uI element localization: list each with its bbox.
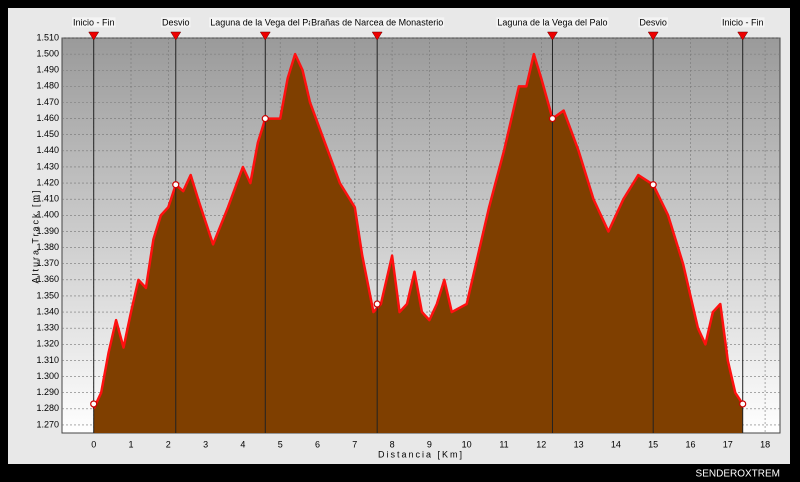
y-tick-label: 1.500	[36, 48, 59, 58]
y-tick-label: 1.330	[36, 323, 59, 333]
x-tick-label: 9	[427, 439, 432, 449]
waypoint-flag	[259, 31, 271, 41]
waypoint-marker	[261, 115, 269, 123]
x-tick-label: 18	[760, 439, 770, 449]
waypoint-flag	[88, 31, 100, 41]
x-tick-label: 11	[499, 439, 508, 449]
y-tick-label: 1.420	[36, 177, 59, 187]
waypoint-marker	[90, 400, 98, 408]
waypoint-label-bg	[209, 17, 322, 28]
x-tick-label: 0	[91, 439, 96, 449]
x-tick-label: 4	[240, 439, 245, 449]
x-tick-label: 2	[166, 439, 171, 449]
x-tick-label: 8	[390, 439, 395, 449]
x-axis-title: Distancia [Km]	[378, 449, 464, 459]
waypoint-label: Laguna de la Vega del Palo	[210, 17, 320, 27]
y-tick-label: 1.360	[36, 274, 59, 284]
x-tick-label: 6	[315, 439, 320, 449]
y-tick-label: 1.290	[36, 387, 59, 397]
x-tick-label: 16	[685, 439, 695, 449]
y-tick-label: 1.370	[36, 258, 59, 268]
waypoint-label-bg	[496, 17, 609, 28]
y-tick-label: 1.470	[36, 97, 59, 107]
waypoint-label-bg	[720, 17, 765, 28]
x-tick-label: 7	[352, 439, 357, 449]
waypoint-label: Inicio - Fin	[73, 17, 115, 27]
y-tick-label: 1.310	[36, 355, 59, 365]
y-tick-label: 1.490	[36, 65, 59, 75]
y-tick-label: 1.440	[36, 145, 59, 155]
y-tick-label: 1.350	[36, 290, 59, 300]
line	[92, 52, 744, 410]
x-tick-label: 10	[462, 439, 472, 449]
y-tick-label: 1.390	[36, 226, 59, 236]
waypoint-flag	[371, 31, 383, 41]
y-tick-label: 1.340	[36, 306, 59, 316]
x-tick-label: 17	[723, 439, 733, 449]
y-tick-label: 1.410	[36, 194, 59, 204]
x-tick-label: 5	[278, 439, 283, 449]
y-tick-label: 1.380	[36, 242, 59, 252]
y-tick-label: 1.430	[36, 161, 59, 171]
x-tick-label: 3	[203, 439, 208, 449]
waypoint-marker	[548, 115, 557, 123]
x-tick-label: 14	[611, 439, 621, 449]
y-tick-label: 1.400	[36, 210, 59, 220]
x-tick-label: 12	[536, 439, 546, 449]
waypoint-marker	[172, 181, 180, 189]
area	[93, 54, 743, 434]
waypoint-label: Inicio - Fin	[722, 17, 764, 27]
waypoint-label-bg	[161, 17, 191, 28]
waypoint-label-bg	[71, 17, 116, 28]
y-axis-title: Altura Track [m]	[30, 188, 40, 283]
waypoint-marker	[739, 400, 747, 408]
waypoint-label: Brañas de Narcea de Monasterio	[311, 17, 443, 27]
x-tick-label: 1	[128, 439, 133, 449]
y-tick-label: 1.280	[36, 403, 59, 413]
y-tick-label: 1.480	[36, 81, 59, 91]
y-tick-label: 1.460	[36, 113, 59, 123]
waypoint-flag	[647, 31, 659, 41]
waypoint-label: Laguna de la Vega del Palo	[497, 17, 607, 27]
waypoint-marker	[649, 181, 657, 189]
footer: SENDEROXTREM	[696, 469, 780, 480]
waypoint-label: Desvio	[162, 17, 190, 27]
x-tick-label: 13	[574, 439, 584, 449]
waypoint-flag	[737, 31, 749, 41]
waypoint-label-bg	[638, 17, 668, 28]
waypoint-label: Desvio	[639, 17, 667, 27]
waypoint-marker	[373, 300, 381, 308]
y-tick-label: 1.300	[36, 371, 59, 381]
waypoint-label-bg	[310, 17, 445, 28]
x-tick-label: 15	[648, 439, 658, 449]
waypoint-flag	[170, 31, 182, 41]
y-tick-label: 1.510	[36, 32, 59, 42]
y-tick-label: 1.320	[36, 339, 59, 349]
waypoint-flag	[547, 31, 558, 41]
y-tick-label: 1.450	[36, 129, 59, 139]
y-tick-label: 1.270	[36, 419, 59, 429]
